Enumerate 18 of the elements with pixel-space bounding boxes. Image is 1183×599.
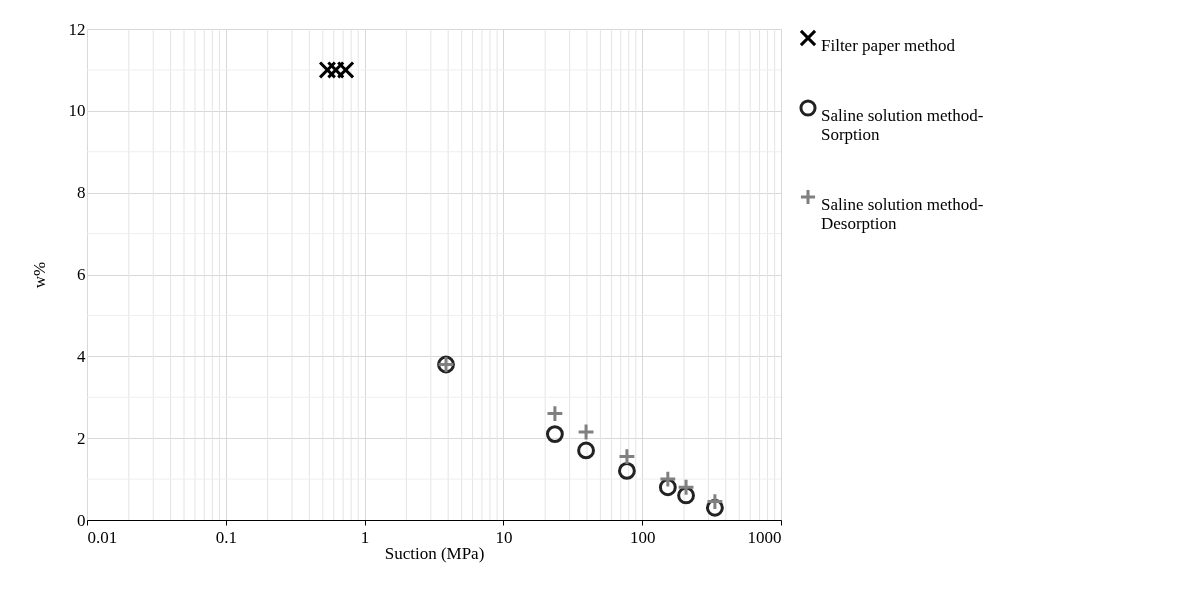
y-tick-label: 8 — [77, 183, 86, 203]
legend-label: Filter paper method — [821, 36, 956, 55]
y-tick-label: 0 — [77, 510, 86, 530]
x-tick-label: 10 — [495, 527, 513, 547]
y-axis-title: w% — [29, 261, 49, 289]
y-tick-label: 4 — [77, 346, 86, 366]
y-tick-label: 2 — [77, 428, 86, 448]
x-tick-label: 0.01 — [87, 527, 118, 547]
x-tick-label: 1 — [360, 527, 370, 547]
x-tick-label: 100 — [629, 527, 656, 547]
x-tick-label: 1000 — [747, 527, 782, 547]
y-tick-label: 6 — [77, 265, 86, 284]
x-axis-title: Suction (MPa) — [384, 543, 485, 563]
y-tick-label: 12 — [68, 19, 86, 39]
legend-label: Saline solution method-Sorption — [821, 106, 984, 144]
x-tick-label: 0.1 — [215, 527, 237, 547]
legend-label: Saline solution method-Desorption — [821, 195, 984, 233]
y-tick-label: 10 — [68, 101, 86, 121]
